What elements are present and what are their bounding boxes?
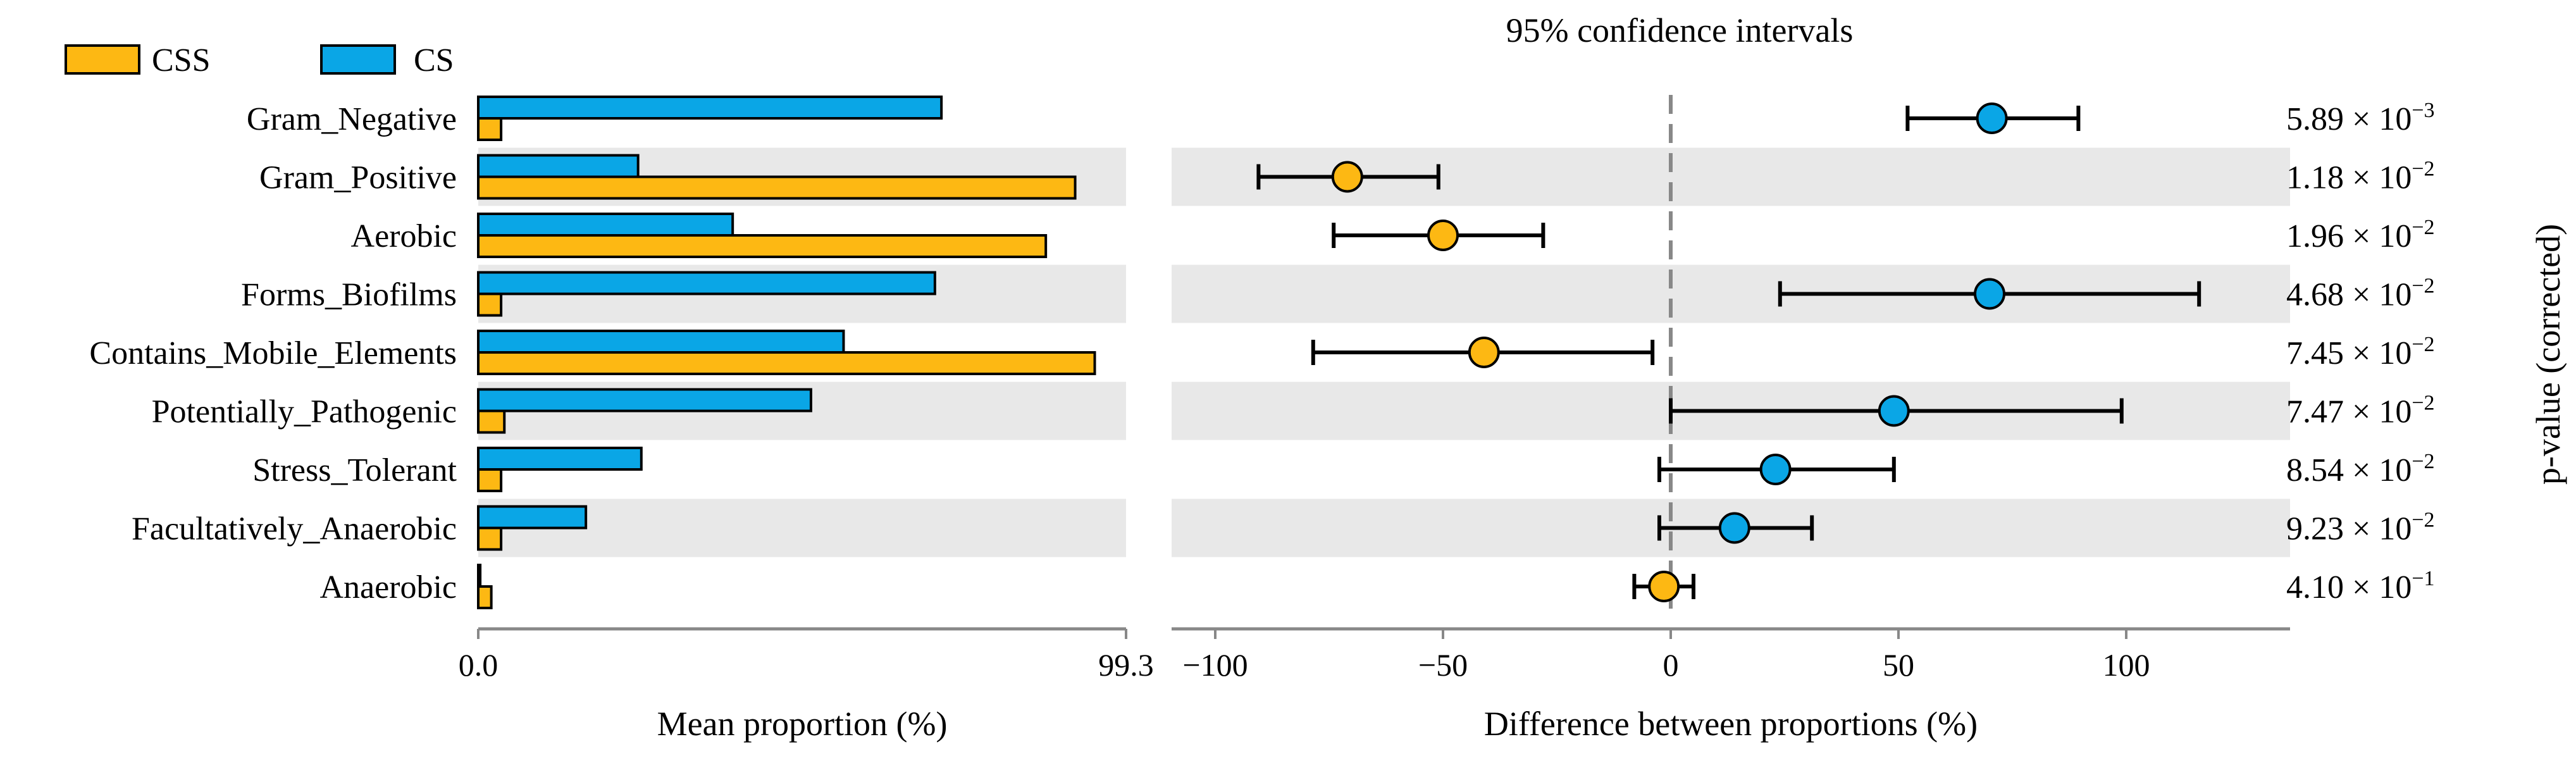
- estimate-point-contains-mobile-elements: [1468, 337, 1500, 368]
- p-value-gram-negative: 5.89 × 10−3: [2286, 99, 2435, 137]
- legend-label-cs: CS: [414, 42, 454, 78]
- mean-proportion-bars: [477, 96, 1096, 609]
- mean-proportion-xlabel: Mean proportion (%): [657, 705, 948, 743]
- mean-proportion-tick-label-max: 99.3: [1098, 647, 1154, 683]
- bar-css-aerobic: [477, 234, 1048, 258]
- ci-title: 95% confidence intervals: [1506, 11, 1854, 49]
- mean-proportion-axis: 0.0 99.3 Mean proportion (%): [459, 627, 1154, 743]
- mean-proportion-tick-label-0: 0.0: [459, 647, 498, 683]
- difference-tick-label-3: 50: [1883, 647, 1914, 683]
- category-label-forms-biofilms: Forms_Biofilms: [241, 277, 457, 313]
- difference-tick-label-4: 100: [2103, 647, 2150, 683]
- difference-axis: −100 −50 0 50 100 Difference between proporti…: [1172, 95, 2290, 743]
- difference-marks: [1256, 102, 2201, 602]
- bar-css-anaerobic: [477, 585, 493, 609]
- p-value-forms-biofilms: 4.68 × 10−2: [2286, 275, 2435, 313]
- bar-css-potentially-pathogenic: [477, 409, 506, 434]
- bar-cs-potentially-pathogenic: [477, 388, 812, 413]
- bar-cs-aerobic: [477, 213, 734, 237]
- bar-cs-gram-positive: [477, 154, 640, 178]
- bar-cs-facultatively-anaerobic: [477, 505, 588, 530]
- bar-css-stress-tolerant: [477, 468, 503, 492]
- estimate-point-forms-biofilms: [1974, 278, 2005, 310]
- p-value-anaerobic: 4.10 × 10−1: [2286, 567, 2435, 605]
- p-value-axis-label: p-value (corrected): [2529, 224, 2567, 485]
- p-value-potentially-pathogenic: 7.47 × 10−2: [2286, 392, 2435, 430]
- bar-css-gram-positive: [477, 175, 1077, 200]
- category-label-contains-mobile-elements: Contains_Mobile_Elements: [89, 335, 457, 371]
- p-value-facultatively-anaerobic: 9.23 × 10−2: [2286, 509, 2435, 547]
- category-label-gram-positive: Gram_Positive: [259, 160, 457, 196]
- legend: CSS CS: [65, 42, 454, 78]
- p-value-aerobic: 1.96 × 10−2: [2286, 216, 2435, 254]
- bar-cs-contains-mobile-elements: [477, 330, 845, 354]
- legend-swatch-css: [65, 44, 140, 75]
- difference-tick-label-0: −100: [1182, 647, 1248, 683]
- difference-xlabel: Difference between proportions (%): [1484, 705, 1978, 743]
- difference-tick-label-1: −50: [1418, 647, 1468, 683]
- category-label-aerobic: Aerobic: [351, 218, 457, 254]
- bar-css-forms-biofilms: [477, 292, 503, 317]
- p-value-contains-mobile-elements: 7.45 × 10−2: [2286, 333, 2435, 371]
- legend-label-css: CSS: [152, 42, 211, 78]
- difference-tick-label-2: 0: [1663, 647, 1679, 683]
- estimate-point-gram-positive: [1331, 161, 1363, 193]
- category-label-facultatively-anaerobic: Facultatively_Anaerobic: [132, 511, 457, 547]
- category-label-potentially-pathogenic: Potentially_Pathogenic: [152, 394, 457, 430]
- estimate-point-aerobic: [1427, 220, 1459, 251]
- bar-cs-gram-negative: [477, 96, 943, 120]
- category-label-stress-tolerant: Stress_Tolerant: [252, 452, 457, 488]
- p-value-stress-tolerant: 8.54 × 10−2: [2286, 450, 2435, 488]
- p-value-labels: 5.89 × 10−3 1.18 × 10−2 1.96 × 10−2 4.68 × …: [2286, 99, 2435, 605]
- bar-css-contains-mobile-elements: [477, 351, 1096, 375]
- bar-css-facultatively-anaerobic: [477, 526, 503, 551]
- category-label-anaerobic: Anaerobic: [319, 569, 457, 605]
- estimate-point-facultatively-anaerobic: [1718, 512, 1750, 544]
- bar-css-gram-negative: [477, 117, 503, 141]
- bar-cs-anaerobic: [477, 564, 482, 588]
- category-label-gram-negative: Gram_Negative: [247, 101, 457, 137]
- category-labels: Gram_Negative Gram_Positive Aerobic Forms_B…: [89, 101, 457, 605]
- estimate-point-stress-tolerant: [1759, 454, 1792, 485]
- estimate-point-anaerobic: [1648, 571, 1680, 602]
- bar-cs-forms-biofilms: [477, 271, 936, 295]
- legend-swatch-cs: [320, 44, 396, 75]
- estimate-point-potentially-pathogenic: [1878, 395, 1910, 427]
- bar-cs-stress-tolerant: [477, 447, 643, 471]
- p-value-gram-positive: 1.18 × 10−2: [2286, 158, 2435, 196]
- estimate-point-gram-negative: [1976, 102, 2008, 134]
